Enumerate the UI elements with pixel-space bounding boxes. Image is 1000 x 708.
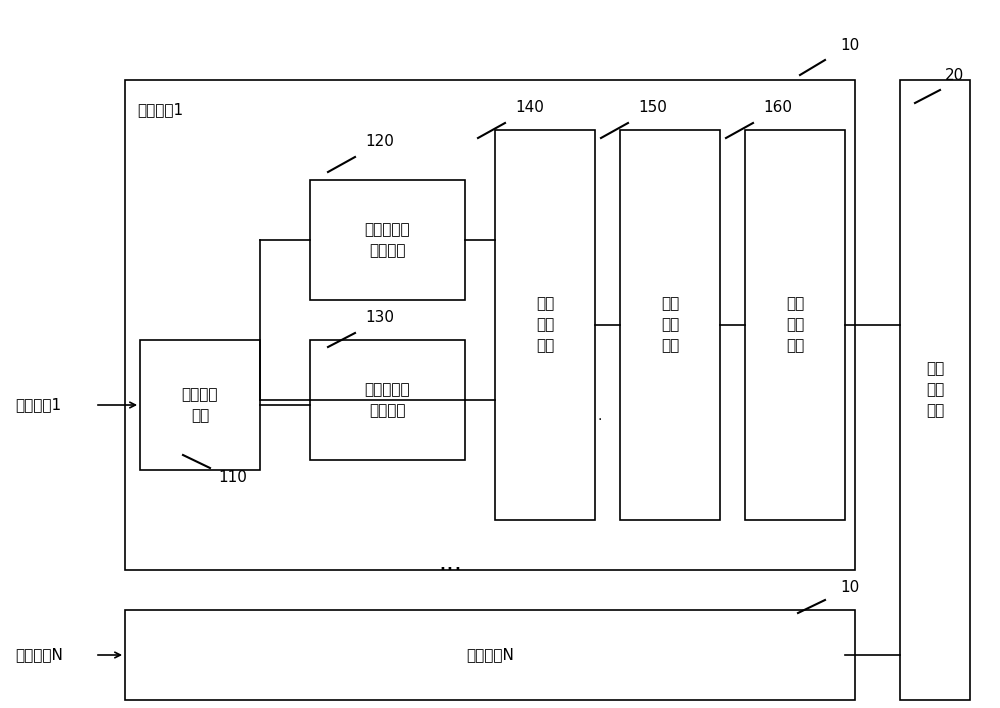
Text: 160: 160 — [763, 101, 792, 115]
Text: 20: 20 — [945, 67, 964, 83]
Text: 10: 10 — [840, 581, 859, 595]
Bar — [310, 180, 465, 300]
Text: 130: 130 — [365, 311, 394, 326]
Bar — [495, 130, 595, 520]
Bar — [125, 80, 855, 570]
Text: 输入通道1: 输入通道1 — [15, 397, 61, 413]
Text: 输入电路N: 输入电路N — [466, 648, 514, 663]
Text: 输入电路1: 输入电路1 — [137, 102, 183, 117]
Text: 虚拟
通道
电路: 虚拟 通道 电路 — [661, 297, 679, 353]
Text: 140: 140 — [515, 101, 544, 115]
Bar — [745, 130, 845, 520]
Bar — [620, 130, 720, 520]
Bar — [125, 610, 855, 700]
Text: 交叉
开关
电路: 交叉 开关 电路 — [926, 362, 944, 418]
Text: 数据解析
电路: 数据解析 电路 — [182, 387, 218, 423]
Text: 访问策略防
火墙电路: 访问策略防 火墙电路 — [365, 382, 410, 418]
Text: ·: · — [598, 413, 602, 427]
Bar — [140, 340, 260, 470]
Text: ...: ... — [438, 551, 462, 575]
Text: 110: 110 — [218, 471, 247, 486]
Text: 10: 10 — [840, 38, 859, 52]
Text: 120: 120 — [365, 135, 394, 149]
Text: 流控
仲裁
电路: 流控 仲裁 电路 — [786, 297, 804, 353]
Text: 访问地址防
火墙电路: 访问地址防 火墙电路 — [365, 222, 410, 258]
Text: 输入通道N: 输入通道N — [15, 648, 63, 663]
Text: 第一
拦截
电路: 第一 拦截 电路 — [536, 297, 554, 353]
Bar — [310, 340, 465, 460]
Bar — [900, 80, 970, 700]
Text: 150: 150 — [638, 101, 667, 115]
